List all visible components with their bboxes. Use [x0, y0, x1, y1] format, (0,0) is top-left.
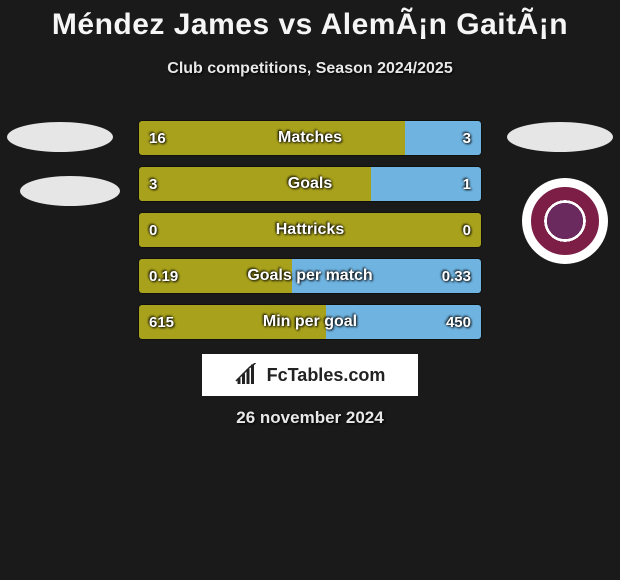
stat-row: Matches163: [138, 120, 482, 156]
bar-left: [139, 121, 407, 155]
value-right: 0: [463, 213, 471, 247]
player-right-avatar-placeholder: [507, 122, 613, 152]
club-badge-ring: [531, 187, 599, 255]
value-left: 0: [149, 213, 157, 247]
bar-left: [139, 167, 373, 201]
value-right: 3: [463, 121, 471, 155]
brand-label: FcTables.com: [267, 365, 386, 386]
value-right: 0.33: [442, 259, 471, 293]
infographic-container: Méndez James vs AlemÃ¡n GaitÃ¡n Club com…: [0, 0, 620, 580]
stat-row: Min per goal615450: [138, 304, 482, 340]
club-left-badge-placeholder: [20, 176, 120, 206]
page-title: Méndez James vs AlemÃ¡n GaitÃ¡n: [0, 0, 620, 42]
stats-panel: Matches163Goals31Hattricks00Goals per ma…: [138, 120, 482, 350]
brand-box: FcTables.com: [202, 354, 418, 396]
stat-row: Hattricks00: [138, 212, 482, 248]
stat-row: Goals31: [138, 166, 482, 202]
value-left: 16: [149, 121, 166, 155]
stat-row: Goals per match0.190.33: [138, 258, 482, 294]
value-right: 1: [463, 167, 471, 201]
date-label: 26 november 2024: [0, 408, 620, 428]
bar-left: [139, 213, 482, 247]
subtitle: Club competitions, Season 2024/2025: [0, 60, 620, 78]
value-left: 3: [149, 167, 157, 201]
player-left-avatar-placeholder: [7, 122, 113, 152]
value-right: 450: [446, 305, 471, 339]
value-left: 0.19: [149, 259, 178, 293]
club-right-badge: [522, 178, 608, 264]
value-left: 615: [149, 305, 174, 339]
barchart-icon: [235, 363, 261, 387]
